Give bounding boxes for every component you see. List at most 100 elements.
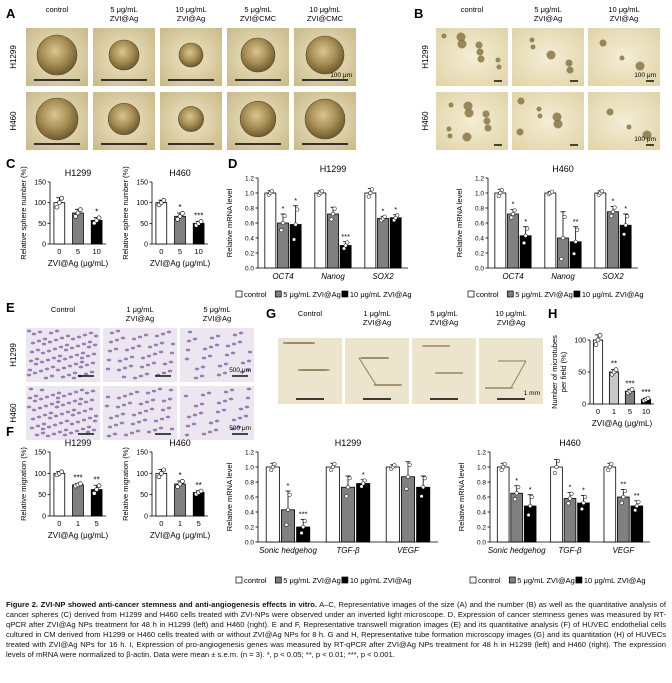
caption-body: A–C, Representative images of the size (… — [6, 600, 666, 659]
y-axis-label: Relative migration (%) — [121, 447, 130, 521]
bar — [619, 224, 632, 269]
data-point — [623, 223, 628, 228]
migrated-cell — [78, 365, 84, 369]
y-tick-label: 0.8 — [245, 206, 254, 213]
panel-e-column-label: Control — [51, 305, 76, 314]
y-tick-label: 1.2 — [245, 176, 254, 183]
significance-mark: * — [515, 476, 518, 485]
migrated-cell — [230, 351, 236, 355]
migrated-cell — [40, 351, 46, 355]
migrated-cell — [199, 374, 205, 378]
migrated-cell — [104, 404, 110, 408]
migrated-cell — [113, 347, 119, 351]
data-point — [633, 508, 638, 513]
migrated-cell — [184, 433, 190, 437]
migrated-cell — [48, 411, 54, 415]
x-tick-label: TGF-β — [336, 546, 360, 555]
migrated-cell — [145, 391, 151, 395]
migrated-cell — [186, 415, 192, 419]
migrated-cell — [47, 416, 53, 420]
micrograph-tile — [588, 92, 660, 150]
migrated-cell — [109, 331, 115, 335]
migrated-cell — [33, 362, 39, 366]
chart-title: H1299 — [65, 168, 92, 178]
migrated-cell — [57, 430, 63, 434]
migrated-cell — [75, 420, 81, 424]
migrated-cell — [59, 412, 65, 416]
x-tick-label: 1 — [612, 407, 616, 416]
migrated-cell — [187, 330, 193, 334]
y-tick-label: 0.2 — [475, 251, 484, 258]
bar — [608, 371, 620, 405]
migrated-cell — [150, 398, 156, 402]
migrated-cell — [69, 346, 75, 350]
data-point — [347, 476, 352, 481]
migrated-cell — [53, 414, 59, 418]
y-axis-label: Relative sphere number (%) — [121, 166, 130, 260]
significance-mark: * — [282, 204, 285, 213]
data-point — [175, 216, 180, 222]
panel-e-scale-label: 500 μm — [229, 425, 251, 432]
data-point — [362, 478, 367, 483]
panel-a-column-label: 10 μg/mL — [175, 5, 206, 14]
data-point — [610, 209, 616, 214]
x-tick-label: 0 — [57, 519, 61, 528]
data-point — [562, 214, 567, 220]
migrated-cell — [106, 434, 112, 438]
chart-title: H460 — [169, 168, 191, 178]
migrated-cell — [65, 334, 71, 338]
data-point — [514, 491, 519, 496]
migrated-cell — [169, 427, 175, 431]
legend-swatch — [469, 576, 477, 584]
migrated-cell — [222, 371, 228, 375]
migrated-cell — [132, 376, 138, 380]
migrated-cell — [62, 433, 68, 437]
data-point — [552, 470, 557, 476]
y-tick-label: 0.6 — [475, 221, 484, 228]
migrated-cell — [79, 356, 85, 360]
cancer-sphere — [456, 32, 466, 42]
migrated-cell — [200, 365, 206, 369]
cancer-sphere — [484, 124, 492, 132]
migrated-cell — [246, 359, 252, 363]
bar — [389, 217, 402, 269]
migrated-cell — [88, 331, 94, 335]
data-point — [509, 215, 514, 220]
migrated-cell — [51, 356, 57, 360]
x-tick-label: 10 — [642, 407, 650, 416]
migrated-cell — [71, 376, 77, 380]
migrated-cell — [89, 398, 95, 402]
micrograph-tile — [479, 338, 543, 404]
migrated-cell — [54, 329, 60, 333]
migrated-cell — [38, 369, 44, 373]
panel-a-column-label: control — [46, 5, 69, 14]
migrated-cell — [237, 416, 243, 420]
x-axis-label: ZVI@Ag (μg/mL) — [592, 419, 653, 428]
migrated-cell — [28, 387, 34, 391]
panel-letter-h: H — [548, 306, 557, 321]
bar — [519, 235, 532, 269]
migrated-cell — [70, 413, 76, 417]
migrated-cell — [159, 341, 165, 345]
cancer-sphere — [517, 97, 525, 105]
migrated-cell — [240, 361, 246, 365]
migrated-cell — [124, 348, 130, 352]
micrograph-tile — [436, 28, 508, 86]
migrated-cell — [34, 433, 40, 437]
migrated-cell — [138, 374, 144, 378]
cancer-sphere — [36, 34, 78, 76]
migrated-cell — [91, 428, 97, 432]
migrated-cell — [168, 360, 174, 364]
migrated-cell — [217, 364, 223, 368]
chart-d-h1299: 0.0 0.2 0.4 0.6 0.8 1.0 1.2 * * OCT4 *** Nanog * * SOX… — [225, 164, 408, 281]
y-tick-label: 150 — [34, 450, 46, 457]
bar — [72, 484, 84, 517]
migrated-cell — [90, 361, 96, 365]
chart-i-h1299: 0.00.20.40.60.81.01.2****Sonic hedgehog*… — [225, 438, 438, 555]
significance-mark: *** — [73, 474, 82, 483]
migrated-cell — [130, 346, 136, 350]
migrated-cell — [85, 430, 91, 434]
legend-swatch — [274, 576, 282, 584]
y-tick-label: 150 — [34, 180, 46, 187]
